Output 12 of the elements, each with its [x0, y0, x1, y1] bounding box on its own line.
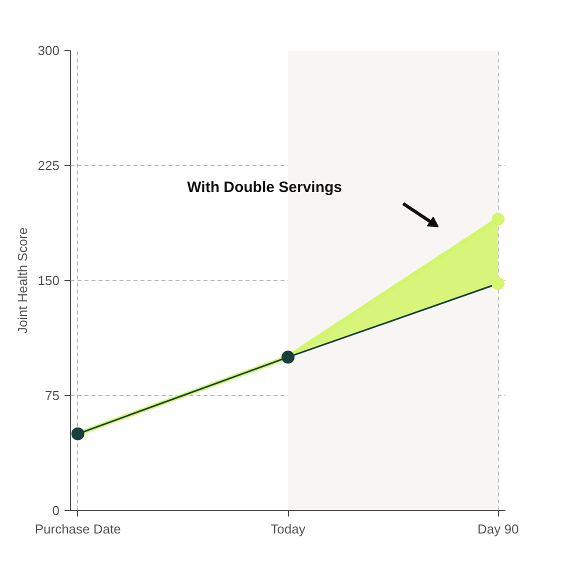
point — [282, 350, 294, 364]
x-tick-label: Today — [270, 522, 306, 536]
y-axis-title: Joint Health Score — [14, 227, 30, 334]
y-tick-label: 225 — [38, 158, 60, 173]
annotation: With Double Servings — [187, 179, 342, 196]
y-tick-label: 300 — [38, 43, 60, 58]
y-tick-label: 0 — [52, 503, 60, 518]
y-tick-label: 150 — [38, 273, 60, 288]
x-tick-label: Purchase Date — [34, 522, 121, 536]
point — [71, 427, 84, 440]
x-tick-label: Day 90 — [478, 522, 519, 536]
y-tick-label: 75 — [45, 388, 60, 403]
